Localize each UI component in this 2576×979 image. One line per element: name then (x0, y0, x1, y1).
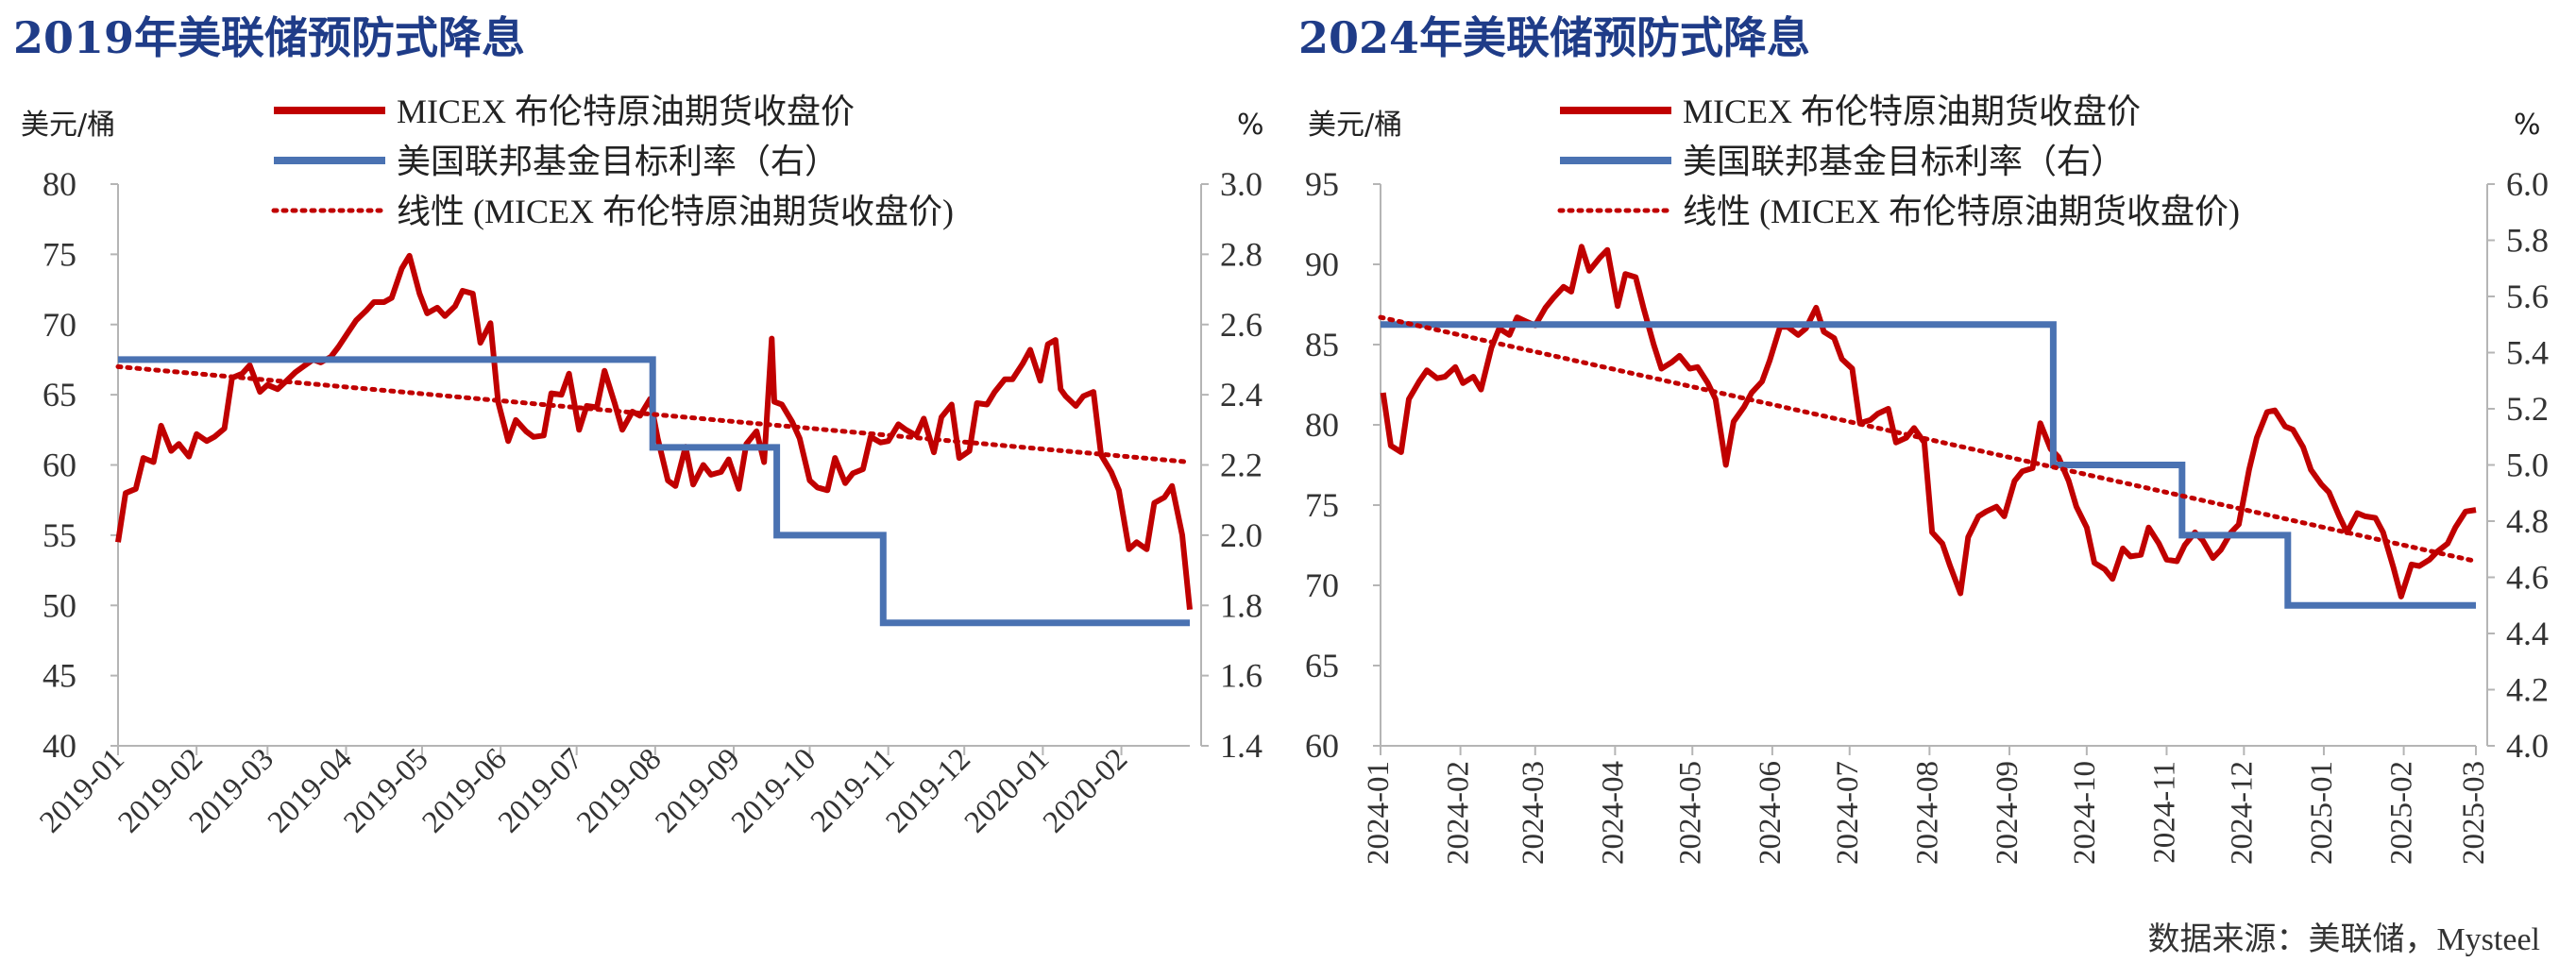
right-tick-label: 5.4 (2506, 334, 2549, 372)
chart-title: 2024年美联储预防式降息 (1298, 12, 1810, 63)
source-note: 数据来源：美联储，Mysteel (2147, 921, 2540, 957)
rate-series-line (1381, 321, 2476, 609)
right-tick-label: 2.4 (1220, 376, 1263, 414)
right-tick-label: 6.0 (2506, 165, 2549, 203)
plot-area: 60 65 70 75 80 85 90 95 4.0 4.2 4.4 4.6 4.8 5.0 5.2 5.4… (1305, 165, 2549, 865)
x-tick-label: 2024-07 (1831, 761, 1865, 865)
left-tick-label: 85 (1305, 326, 1339, 363)
left-tick-label: 75 (1305, 486, 1339, 524)
legend-label-trend: 线性 (MICEX 布伦特原油期货收盘价) (397, 193, 954, 230)
chart-2024: 2024年美联储预防式降息 美元/桶 % MICEX 布伦特原油期货收盘价 美国… (1298, 12, 2549, 865)
left-tick-label: 40 (42, 727, 76, 765)
oil-series-line (1380, 244, 2477, 599)
x-tick-label: 2024-10 (2068, 761, 2102, 865)
left-tick-label: 90 (1305, 245, 1339, 283)
x-tick-label: 2024-08 (1910, 761, 1944, 865)
left-axis-unit: 美元/桶 (1308, 109, 1402, 142)
right-tick-label: 4.6 (2506, 559, 2549, 597)
left-tick-label: 80 (42, 165, 76, 203)
right-axis-unit: % (1237, 109, 1264, 142)
right-tick-label: 2.8 (1220, 235, 1263, 273)
x-tick-label: 2024-12 (2225, 761, 2259, 865)
legend-label-oil: MICEX 布伦特原油期货收盘价 (397, 93, 855, 130)
legend-label-rate: 美国联邦基金目标利率（右） (397, 143, 839, 180)
right-tick-label: 4.4 (2506, 615, 2549, 652)
legend: MICEX 布伦特原油期货收盘价 美国联邦基金目标利率（右） 线性 (MICEX… (271, 93, 954, 230)
trend-line (115, 363, 1193, 464)
right-tick-label: 1.4 (1220, 727, 1263, 765)
x-tick-label: 2024-11 (2147, 761, 2181, 864)
left-axis-unit: 美元/桶 (21, 109, 115, 142)
x-tick-label: 2024-03 (1517, 761, 1551, 865)
right-tick-label: 2.0 (1220, 516, 1263, 554)
oil-series-line (115, 252, 1193, 611)
left-tick-label: 65 (1305, 647, 1339, 684)
x-tick-label: 2024-05 (1673, 761, 1707, 865)
x-tick-label: 2024-02 (1442, 761, 1476, 865)
right-tick-label: 4.2 (2506, 671, 2549, 709)
x-tick-label: 2024-06 (1754, 761, 1788, 865)
legend-label-trend: 线性 (MICEX 布伦特原油期货收盘价) (1683, 193, 2240, 230)
left-tick-label: 70 (42, 306, 76, 344)
x-tick-label: 2025-02 (2385, 761, 2419, 865)
x-tick-label: 2025-01 (2305, 761, 2339, 865)
right-tick-label: 5.8 (2506, 222, 2549, 260)
rate-series-line (118, 356, 1190, 627)
legend-label-rate: 美国联邦基金目标利率（右） (1683, 143, 2125, 180)
left-tick-label: 60 (1305, 727, 1339, 765)
x-tick-label: 2024-01 (1362, 761, 1396, 865)
left-tick-label: 45 (42, 657, 76, 695)
right-tick-label: 4.0 (2506, 727, 2549, 765)
left-tick-label: 55 (42, 516, 76, 554)
left-tick-label: 75 (42, 235, 76, 273)
right-tick-label: 4.8 (2506, 502, 2549, 540)
right-tick-label: 5.0 (2506, 447, 2549, 484)
right-tick-label: 1.6 (1220, 657, 1263, 695)
chart-title: 2019年美联储预防式降息 (13, 12, 525, 63)
legend-label-oil: MICEX 布伦特原油期货收盘价 (1683, 93, 2141, 130)
right-tick-label: 5.6 (2506, 278, 2549, 315)
right-tick-label: 5.2 (2506, 390, 2549, 428)
left-tick-label: 50 (42, 586, 76, 624)
x-tick-label: 2024-04 (1596, 761, 1630, 865)
right-tick-label: 2.2 (1220, 447, 1263, 484)
right-tick-label: 2.6 (1220, 306, 1263, 344)
trend-line (1378, 314, 2479, 564)
legend: MICEX 布伦特原油期货收盘价 美国联邦基金目标利率（右） 线性 (MICEX… (1557, 93, 2240, 230)
left-tick-label: 65 (42, 376, 76, 414)
left-tick-label: 95 (1305, 165, 1339, 203)
right-tick-label: 1.8 (1220, 586, 1263, 624)
x-tick-label: 2024-09 (1991, 761, 2025, 865)
left-tick-label: 80 (1305, 406, 1339, 444)
x-tick-label: 2025-03 (2457, 761, 2491, 865)
left-tick-label: 60 (42, 447, 76, 484)
right-axis-unit: % (2514, 109, 2541, 142)
right-tick-label: 3.0 (1220, 165, 1263, 203)
left-tick-label: 70 (1305, 566, 1339, 604)
